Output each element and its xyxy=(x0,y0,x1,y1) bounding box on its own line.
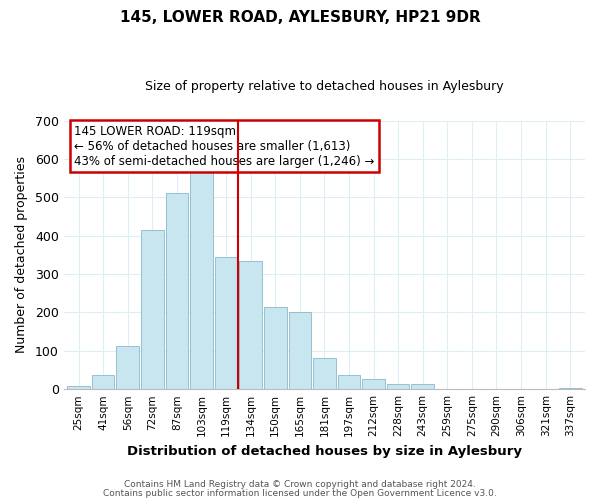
Bar xyxy=(116,346,139,389)
Bar xyxy=(362,379,385,389)
Bar xyxy=(239,262,262,389)
Bar xyxy=(92,374,115,389)
Text: Contains public sector information licensed under the Open Government Licence v3: Contains public sector information licen… xyxy=(103,488,497,498)
Bar xyxy=(289,312,311,389)
X-axis label: Distribution of detached houses by size in Aylesbury: Distribution of detached houses by size … xyxy=(127,444,522,458)
Text: 145 LOWER ROAD: 119sqm
← 56% of detached houses are smaller (1,613)
43% of semi-: 145 LOWER ROAD: 119sqm ← 56% of detached… xyxy=(74,124,374,168)
Bar xyxy=(67,386,90,389)
Text: Contains HM Land Registry data © Crown copyright and database right 2024.: Contains HM Land Registry data © Crown c… xyxy=(124,480,476,489)
Bar xyxy=(166,194,188,389)
Text: 145, LOWER ROAD, AYLESBURY, HP21 9DR: 145, LOWER ROAD, AYLESBURY, HP21 9DR xyxy=(119,10,481,25)
Bar xyxy=(313,358,336,389)
Bar xyxy=(190,168,213,389)
Bar xyxy=(338,375,360,389)
Bar xyxy=(559,388,581,389)
Bar xyxy=(215,257,238,389)
Bar xyxy=(387,384,409,389)
Title: Size of property relative to detached houses in Aylesbury: Size of property relative to detached ho… xyxy=(145,80,504,93)
Bar xyxy=(264,308,287,389)
Bar xyxy=(412,384,434,389)
Y-axis label: Number of detached properties: Number of detached properties xyxy=(15,156,28,354)
Bar xyxy=(141,230,164,389)
